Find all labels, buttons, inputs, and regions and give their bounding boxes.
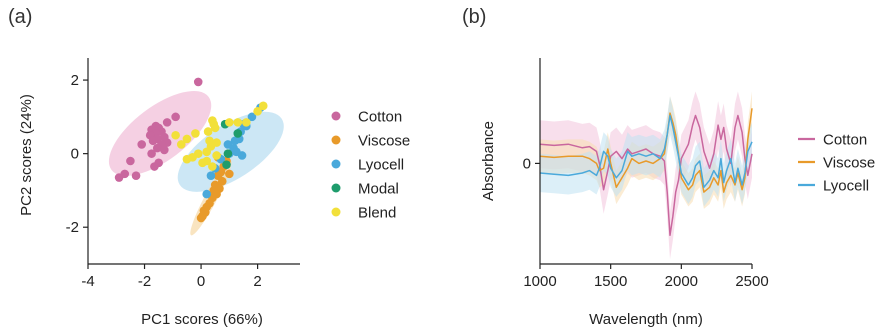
x-tick-label-b: 2000 [665, 273, 698, 290]
point-lyocell [206, 171, 216, 181]
point-cotton [150, 162, 159, 171]
point-viscose [225, 169, 234, 179]
point-cotton [148, 136, 158, 146]
legend-marker-a-blend [331, 207, 341, 217]
point-blend [182, 134, 192, 144]
point-modal [233, 129, 243, 138]
x-tick-label-a: -2 [138, 273, 151, 290]
series-line-lyocell [539, 114, 753, 189]
point-blend [202, 147, 212, 157]
point-cotton [114, 173, 124, 182]
point-lyocell [230, 136, 240, 146]
point-cotton [131, 171, 141, 181]
y-axis-label-a: PC2 scores (24%) [18, 94, 35, 216]
x-tick-label-a: 2 [253, 273, 261, 290]
legend-label-b-viscose: Viscose [823, 155, 875, 172]
legend-marker-a-lyocell [331, 159, 341, 169]
point-lyocell [247, 112, 257, 122]
legend-label-a-modal: Modal [358, 181, 399, 198]
legend-label-a-viscose: Viscose [358, 133, 410, 150]
point-blend [191, 129, 200, 138]
legend-label-a-blend: Blend [358, 205, 396, 222]
point-blend [176, 140, 186, 149]
legend-marker-a-viscose [331, 135, 341, 145]
y-tick-label-a: 0 [71, 146, 79, 163]
band-cotton [540, 91, 752, 260]
point-modal [223, 149, 233, 158]
legend-label-b-lyocell: Lyocell [823, 178, 869, 195]
point-blend [171, 130, 180, 140]
point-cotton [160, 145, 169, 155]
point-blend [203, 127, 213, 136]
point-cotton [171, 112, 180, 122]
point-modal [222, 160, 231, 169]
point-cotton [137, 140, 147, 149]
point-cotton [152, 143, 162, 153]
legend-marker-a-modal [331, 183, 341, 193]
point-blend [182, 154, 192, 164]
band-lyocell [540, 96, 752, 207]
y-tick-label-a: -2 [66, 219, 79, 236]
x-tick-label-a: -4 [81, 273, 94, 290]
x-tick-label-a: 0 [197, 273, 205, 290]
point-blend [198, 158, 207, 168]
panel-label-a: (a) [8, 6, 33, 28]
point-blend [210, 123, 220, 133]
legend-label-a-cotton: Cotton [358, 109, 402, 126]
point-cotton [162, 118, 172, 127]
legend-label-b-cotton: Cotton [823, 132, 867, 149]
point-blend [241, 118, 251, 127]
point-lyocell [202, 189, 212, 199]
point-lyocell [237, 151, 247, 160]
series-line-viscose [539, 108, 753, 193]
point-viscose [196, 213, 206, 223]
x-axis-label-a: PC1 scores (66%) [141, 311, 263, 328]
x-tick-label-b: 1500 [594, 273, 627, 290]
point-cotton [147, 149, 156, 158]
y-axis-label-b: Absorbance [480, 121, 497, 201]
y-tick-label-b: 0 [523, 155, 531, 172]
x-axis-label-b: Wavelength (nm) [589, 311, 703, 328]
point-viscose [217, 176, 227, 186]
series-line-cotton [539, 114, 753, 237]
x-tick-label-b: 1000 [523, 273, 556, 290]
point-cotton [193, 77, 203, 87]
point-blend [253, 107, 262, 116]
legend-label-a-lyocell: Lyocell [358, 157, 404, 174]
point-blend [212, 151, 221, 160]
y-tick-label-a: 2 [71, 72, 79, 89]
panel-label-b: (b) [462, 6, 487, 28]
x-tick-label-b: 2500 [735, 273, 768, 290]
legend-marker-a-cotton [331, 111, 341, 121]
point-blend [258, 101, 268, 111]
point-blend [208, 162, 217, 171]
point-blend [233, 118, 243, 127]
point-blend [225, 118, 234, 127]
point-cotton [126, 156, 135, 166]
